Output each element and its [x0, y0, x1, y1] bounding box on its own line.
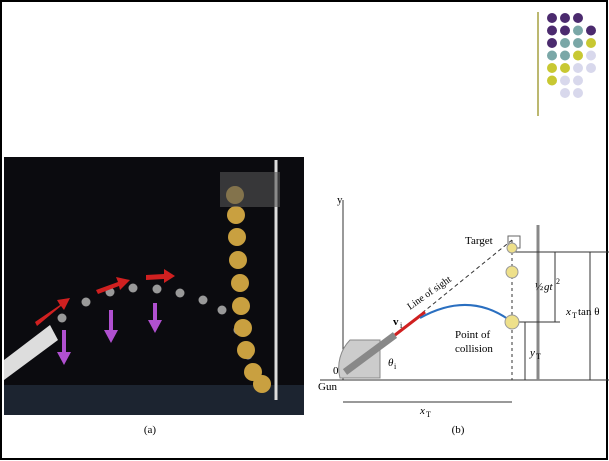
- dot: [573, 51, 583, 61]
- label: y: [529, 347, 535, 359]
- dot: [547, 38, 557, 48]
- target-ball: [232, 297, 250, 315]
- label: 0: [333, 365, 339, 377]
- slide-canvas: (a) y Target Line of sight v i Point of …: [0, 0, 609, 461]
- target-ball: [253, 375, 271, 393]
- target-ball: [227, 206, 245, 224]
- dot: [547, 76, 557, 86]
- photo-target-clamp: [220, 172, 280, 207]
- label: collision: [455, 343, 493, 355]
- dot: [560, 51, 570, 61]
- label: gt: [544, 281, 554, 293]
- target-ball: [228, 228, 246, 246]
- label: T: [536, 352, 541, 361]
- label: 2: [556, 277, 560, 286]
- caption: (a): [144, 424, 157, 436]
- ball: [129, 284, 138, 293]
- dot: [573, 76, 583, 86]
- label: x: [565, 306, 571, 318]
- dot: [586, 63, 596, 73]
- dot: [560, 63, 570, 73]
- dot: [573, 38, 583, 48]
- dot: [547, 51, 557, 61]
- label: v: [393, 316, 399, 328]
- label: Gun: [318, 381, 337, 393]
- ball: [82, 298, 91, 307]
- label: T: [572, 311, 577, 320]
- ball: [218, 306, 227, 315]
- ball: [153, 285, 162, 294]
- dot: [560, 76, 570, 86]
- dot: [586, 51, 596, 61]
- ball: [58, 314, 67, 323]
- label: x: [419, 405, 425, 417]
- dot: [560, 26, 570, 36]
- dot: [547, 26, 557, 36]
- dot: [547, 13, 557, 23]
- dot: [547, 63, 557, 73]
- label: Point of: [455, 329, 490, 341]
- label: Target: [465, 235, 493, 247]
- label: T: [426, 410, 431, 419]
- slide: (a) y Target Line of sight v i Point of …: [0, 0, 609, 461]
- caption: (b): [452, 424, 465, 436]
- photo: [4, 157, 304, 415]
- dot: [586, 26, 596, 36]
- ball: [199, 296, 208, 305]
- dot: [573, 13, 583, 23]
- dot: [560, 38, 570, 48]
- target-ball: [229, 251, 247, 269]
- label: tan θ: [578, 306, 599, 318]
- label: ½: [535, 281, 543, 293]
- dot: [560, 13, 570, 23]
- label: y: [337, 194, 343, 206]
- target-ball: [234, 319, 252, 337]
- dot: [573, 26, 583, 36]
- dot: [560, 88, 570, 98]
- dot: [573, 63, 583, 73]
- target-ball: [231, 274, 249, 292]
- dot: [573, 88, 583, 98]
- target-ball: [237, 341, 255, 359]
- dot: [586, 38, 596, 48]
- ball: [176, 289, 185, 298]
